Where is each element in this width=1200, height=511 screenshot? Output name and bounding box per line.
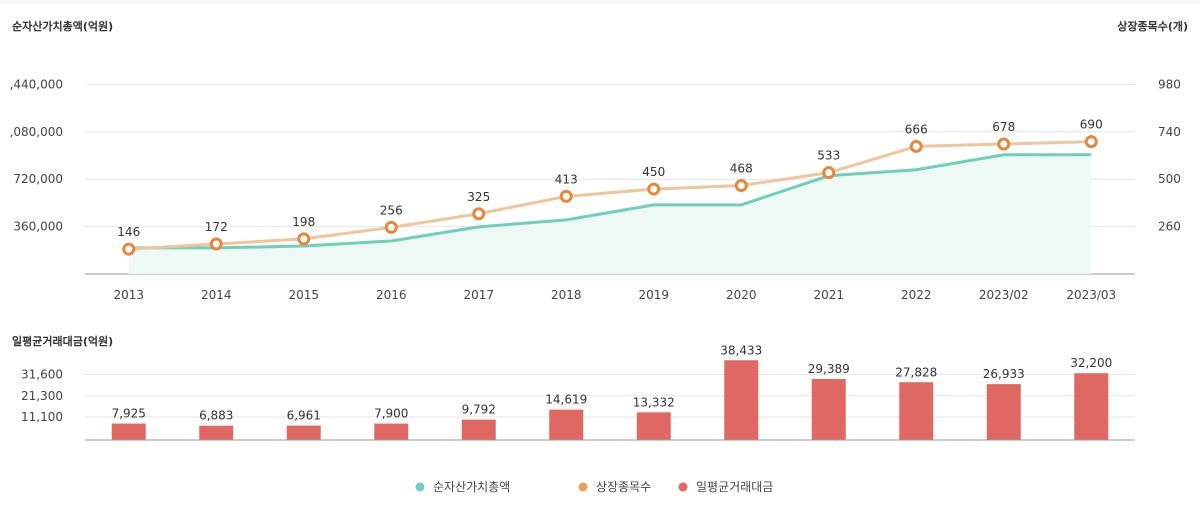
trading-value-bar: [899, 382, 934, 440]
left-tick-label: ,080,000: [10, 125, 63, 139]
right-tick-label: 740: [1158, 125, 1181, 139]
listed-count-label: 325: [467, 190, 490, 204]
listed-count-label: 256: [380, 203, 403, 217]
x-tick-label: 2020: [726, 288, 757, 302]
listed-count-label: 172: [205, 220, 228, 234]
listed-count-marker: [822, 166, 836, 180]
x-tick-label: 2019: [638, 288, 669, 302]
trading-value-label: 14,619: [545, 393, 587, 407]
x-tick-label: 2023/03: [1066, 288, 1116, 302]
listed-count-label: 533: [817, 149, 840, 163]
listed-count-marker: [472, 207, 486, 221]
trading-value-bar: [111, 423, 146, 440]
x-tick-label: 2017: [463, 288, 494, 302]
listed-count-marker: [734, 179, 748, 193]
x-tick-label: 2022: [901, 288, 932, 302]
trading-value-bar: [986, 384, 1021, 440]
trading-value-label: 26,933: [983, 367, 1025, 381]
x-tick-label: 2014: [201, 288, 232, 302]
x-tick-label: 2021: [813, 288, 844, 302]
listed-count-label: 413: [555, 172, 578, 186]
legend-label: 순자산가치총액: [433, 480, 510, 494]
right-tick-label: 260: [1158, 220, 1181, 234]
listed-count-label: 690: [1080, 118, 1103, 132]
legend-item[interactable]: 순자산가치총액: [415, 480, 511, 494]
trading-value-label: 29,389: [808, 362, 850, 376]
trading-value-label: 9,792: [462, 403, 496, 417]
trading-value-label: 32,200: [1070, 356, 1112, 370]
legend-dot-icon: [678, 482, 688, 492]
listed-count-line: [128, 140, 1092, 251]
right-tick-label: 980: [1158, 77, 1181, 91]
trading-value-label: 13,332: [633, 395, 675, 409]
trading-value-label: 6,961: [287, 409, 321, 423]
net-asset-line: [128, 153, 1092, 250]
legend-label: 상장종목수: [596, 480, 651, 494]
trading-value-bar: [811, 379, 846, 440]
trading-value-label: 27,828: [895, 365, 937, 379]
x-tick-label: 2013: [113, 288, 144, 302]
left-tick-label: 360,000: [13, 220, 63, 234]
listed-count-marker: [647, 182, 661, 196]
legend: 순자산가치총액 상장종목수 일평균거래대금: [415, 480, 774, 494]
trading-value-bar: [461, 419, 496, 440]
x-tick-label: 2015: [288, 288, 319, 302]
trading-value-bar: [549, 409, 584, 440]
legend-item[interactable]: 일평균거래대금: [678, 480, 774, 494]
left-axis-title: 순자산가치총액(억원): [12, 19, 113, 33]
listed-count-marker: [122, 242, 136, 256]
listed-count-label: 678: [992, 120, 1015, 134]
listed-count-marker: [1084, 135, 1098, 149]
trading-value-bar: [724, 360, 759, 440]
legend-dot-icon: [578, 482, 588, 492]
trading-value-bar: [1074, 373, 1109, 440]
trading-value-bar: [374, 423, 409, 440]
bar-chart-title: 일평균거래대금(억원): [12, 334, 113, 348]
listed-count-label: 666: [905, 122, 928, 136]
listed-count-marker: [909, 139, 923, 153]
listed-count-marker: [559, 189, 573, 203]
listed-count-label: 468: [730, 162, 753, 176]
x-tick-label: 2018: [551, 288, 582, 302]
top-border: [0, 0, 1200, 4]
listed-count-label: 146: [117, 225, 140, 239]
trading-value-label: 38,433: [720, 343, 762, 357]
trading-value-bar: [286, 425, 321, 440]
left-tick-label: 720,000: [13, 172, 63, 186]
legend-label: 일평균거래대금: [696, 480, 773, 494]
legend-dot-icon: [415, 482, 425, 492]
bar-tick-label: 31,600: [21, 367, 63, 381]
x-tick-label: 2016: [376, 288, 407, 302]
trading-value-label: 6,883: [199, 409, 233, 423]
x-tick-label: 2023/02: [979, 288, 1029, 302]
trading-value-bar: [199, 425, 234, 440]
listed-count-label: 450: [642, 165, 665, 179]
listed-count-marker: [209, 237, 223, 251]
listed-count-marker: [384, 220, 398, 234]
right-axis-title: 상장종목수(개): [1117, 19, 1188, 33]
listed-count-label: 198: [292, 215, 315, 229]
bar-tick-label: 21,300: [21, 389, 63, 403]
bar-tick-label: 11,100: [21, 410, 63, 424]
listed-count-marker: [297, 232, 311, 246]
trading-value-label: 7,925: [112, 407, 146, 421]
trading-value-label: 7,900: [374, 407, 408, 421]
legend-item[interactable]: 상장종목수: [578, 480, 652, 494]
net-asset-area: [128, 154, 1092, 274]
left-tick-label: ,440,000: [10, 77, 63, 91]
listed-count-marker: [997, 137, 1011, 151]
right-tick-label: 500: [1158, 172, 1181, 186]
trading-value-bar: [636, 412, 671, 440]
